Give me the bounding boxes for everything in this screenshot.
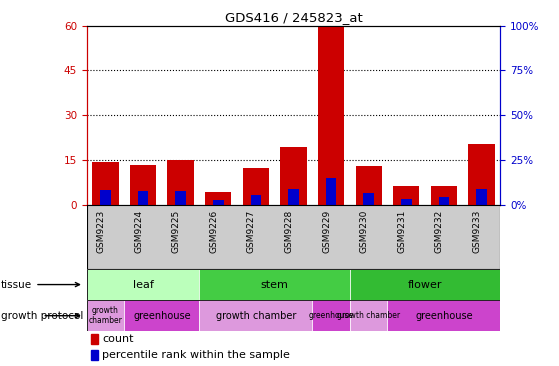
Bar (280, 147, 307, 205)
Bar (468, 144, 495, 205)
Bar (176, 191, 186, 205)
Text: GSM9227: GSM9227 (247, 210, 256, 253)
Text: GSM9224: GSM9224 (134, 210, 143, 253)
Bar (326, 178, 337, 205)
Bar (100, 190, 111, 205)
Title: GDS416 / 245823_at: GDS416 / 245823_at (225, 11, 362, 25)
Text: greenhouse: greenhouse (133, 311, 191, 321)
Bar (138, 191, 148, 205)
Text: GSM9223: GSM9223 (97, 210, 106, 253)
Text: GSM9231: GSM9231 (397, 210, 406, 254)
Text: GSM9228: GSM9228 (285, 210, 293, 253)
Text: growth chamber: growth chamber (337, 311, 400, 320)
Bar (200, 300, 312, 331)
Text: GSM9230: GSM9230 (359, 210, 369, 254)
Bar (439, 197, 449, 205)
Bar (243, 168, 269, 205)
Bar (350, 269, 500, 300)
Bar (363, 193, 374, 205)
Bar (200, 269, 350, 300)
Bar (130, 165, 156, 205)
Text: growth
chamber: growth chamber (88, 306, 122, 325)
Bar (350, 300, 387, 331)
Text: percentile rank within the sample: percentile rank within the sample (102, 350, 290, 360)
Text: stem: stem (260, 280, 288, 290)
Bar (213, 199, 224, 205)
Bar (87, 300, 124, 331)
Text: greenhouse: greenhouse (415, 311, 473, 321)
Bar (87, 269, 200, 300)
Bar (431, 186, 457, 205)
Bar (124, 300, 200, 331)
Text: GSM9225: GSM9225 (172, 210, 181, 253)
Text: GSM9232: GSM9232 (435, 210, 444, 253)
Bar (476, 189, 487, 205)
Text: GSM9229: GSM9229 (322, 210, 331, 253)
Bar (168, 160, 194, 205)
Text: GSM9226: GSM9226 (209, 210, 218, 253)
Bar (318, 27, 344, 205)
Text: growth chamber: growth chamber (216, 311, 296, 321)
Bar (250, 195, 261, 205)
Bar (393, 186, 419, 205)
Bar (356, 166, 382, 205)
Text: count: count (102, 334, 134, 344)
Bar (312, 300, 350, 331)
Text: GSM9233: GSM9233 (472, 210, 481, 254)
Bar (91, 335, 98, 344)
Bar (288, 189, 299, 205)
Text: leaf: leaf (132, 280, 154, 290)
Text: tissue: tissue (1, 280, 79, 290)
Bar (205, 191, 231, 205)
Text: greenhouse: greenhouse (309, 311, 354, 320)
Bar (401, 199, 411, 205)
Bar (387, 300, 500, 331)
Bar (92, 162, 119, 205)
Text: flower: flower (408, 280, 442, 290)
Bar (91, 350, 98, 360)
Text: growth protocol: growth protocol (1, 311, 83, 321)
